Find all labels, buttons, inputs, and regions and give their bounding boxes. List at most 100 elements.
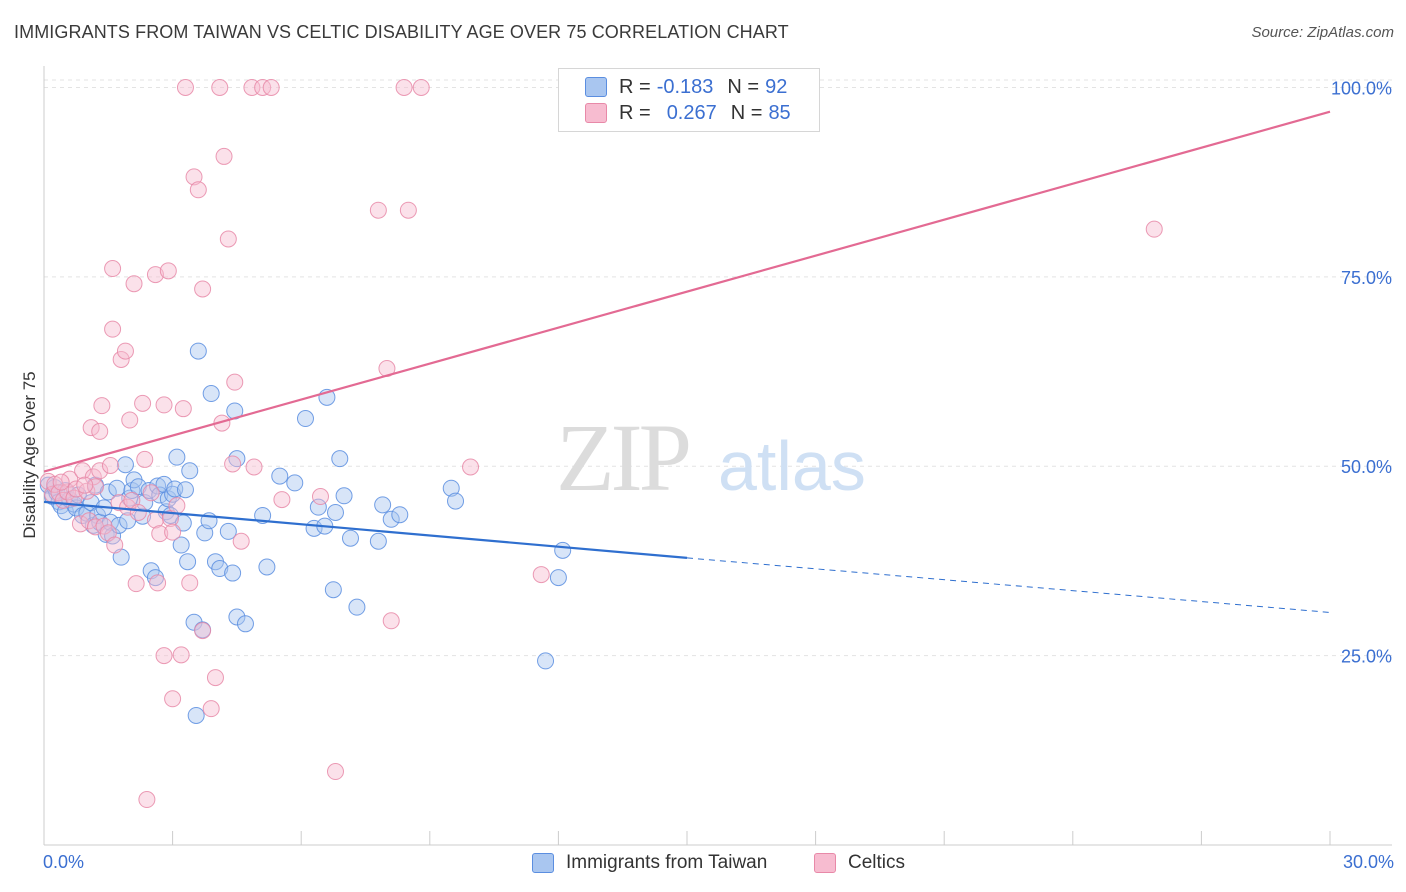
data-point (462, 458, 480, 476)
data-point (369, 201, 387, 219)
x-tick-min: 0.0% (43, 852, 85, 872)
data-point (108, 479, 126, 497)
y-axis-label: Disability Age Over 75 (20, 371, 39, 539)
legend-swatch-taiwan (532, 853, 554, 873)
data-point (326, 763, 344, 781)
data-point (202, 700, 220, 718)
watermark-zip: ZIP (556, 404, 689, 511)
data-point (219, 522, 237, 540)
data-point (258, 558, 276, 576)
data-point (206, 669, 224, 687)
data-point (219, 230, 237, 248)
data-point (309, 498, 327, 516)
data-point (151, 525, 169, 543)
series-legend: Immigrants from Taiwan Celtics (0, 852, 1406, 878)
data-point (341, 529, 359, 547)
y-tick-label: 25.0% (1341, 647, 1392, 667)
legend-r-value: -0.183 (656, 75, 714, 98)
data-point (168, 448, 186, 466)
data-point (146, 266, 164, 284)
data-point (46, 475, 64, 493)
data-point (326, 503, 344, 521)
data-point (331, 450, 349, 468)
data-point (532, 566, 550, 584)
data-point (348, 598, 366, 616)
data-point (176, 481, 194, 499)
data-point (99, 483, 117, 501)
legend-swatch-taiwan (585, 77, 607, 97)
legend-item-celtics[interactable]: Celtics (814, 852, 905, 874)
data-point (93, 397, 111, 415)
data-point (181, 574, 199, 592)
trend-line-taiwan-extrapolated (686, 557, 1331, 613)
data-point (176, 78, 194, 96)
watermark: ZIP atlas (556, 404, 866, 511)
data-point (232, 532, 250, 550)
data-point (149, 574, 167, 592)
data-point (311, 488, 329, 506)
data-point (91, 462, 109, 480)
data-point (129, 503, 147, 521)
data-point (382, 510, 400, 528)
data-point (211, 560, 229, 578)
data-point (324, 581, 342, 599)
data-point (391, 506, 409, 524)
legend-row-taiwan: R = -0.183 N = 92 (585, 74, 787, 100)
data-point (185, 168, 203, 186)
legend-r-label: R = (619, 75, 651, 98)
data-point (549, 569, 567, 587)
y-tick-label: 75.0% (1341, 268, 1392, 288)
data-point (537, 652, 555, 670)
data-point (164, 523, 182, 541)
legend-swatch-celtics (814, 853, 836, 873)
watermark-atlas: atlas (718, 427, 866, 505)
data-point (412, 78, 430, 96)
legend-label-taiwan: Immigrants from Taiwan (566, 852, 768, 873)
data-point (286, 474, 304, 492)
series-taiwan (39, 342, 572, 724)
source-label: Source: ZipAtlas.com (1251, 24, 1394, 41)
data-point (399, 201, 417, 219)
x-tick-max: 30.0% (1342, 852, 1394, 872)
data-point (236, 615, 254, 633)
data-point (142, 484, 160, 502)
data-point (140, 481, 158, 499)
data-point (80, 512, 98, 530)
data-point (76, 476, 94, 494)
data-point (262, 78, 280, 96)
data-point (194, 622, 212, 640)
data-point (187, 706, 205, 724)
y-tick-label: 100.0% (1331, 78, 1392, 98)
legend-n-value: 92 (765, 75, 788, 98)
data-point (1145, 220, 1163, 238)
data-point (172, 646, 190, 664)
legend-r-label: R = (619, 101, 651, 124)
data-point (395, 78, 413, 96)
legend-n-value: 85 (768, 101, 791, 124)
data-point (335, 487, 353, 505)
data-point (189, 181, 207, 199)
trend-line-celtics (43, 110, 1331, 473)
data-point (228, 608, 246, 626)
data-point (245, 458, 263, 476)
legend-item-taiwan[interactable]: Immigrants from Taiwan (532, 852, 767, 874)
data-point (226, 373, 244, 391)
trend-lines (43, 110, 1331, 613)
stats-legend: R = -0.183 N = 92 R = 0.267 N = 85 (558, 68, 820, 132)
data-point (374, 496, 392, 514)
legend-swatch-celtics (585, 103, 607, 123)
data-point (67, 480, 85, 498)
data-point (224, 455, 242, 473)
data-point (106, 536, 124, 554)
chart-title: IMMIGRANTS FROM TAIWAN VS CELTIC DISABIL… (14, 22, 789, 42)
data-point (91, 422, 109, 440)
data-point (194, 280, 212, 298)
data-point (104, 260, 122, 278)
y-tick-labels: 100.0% 75.0% 50.0% 25.0% (1331, 78, 1392, 666)
data-point (202, 385, 220, 403)
data-point (82, 419, 100, 437)
data-point (271, 467, 289, 485)
data-point (273, 491, 291, 509)
data-point (116, 456, 134, 474)
